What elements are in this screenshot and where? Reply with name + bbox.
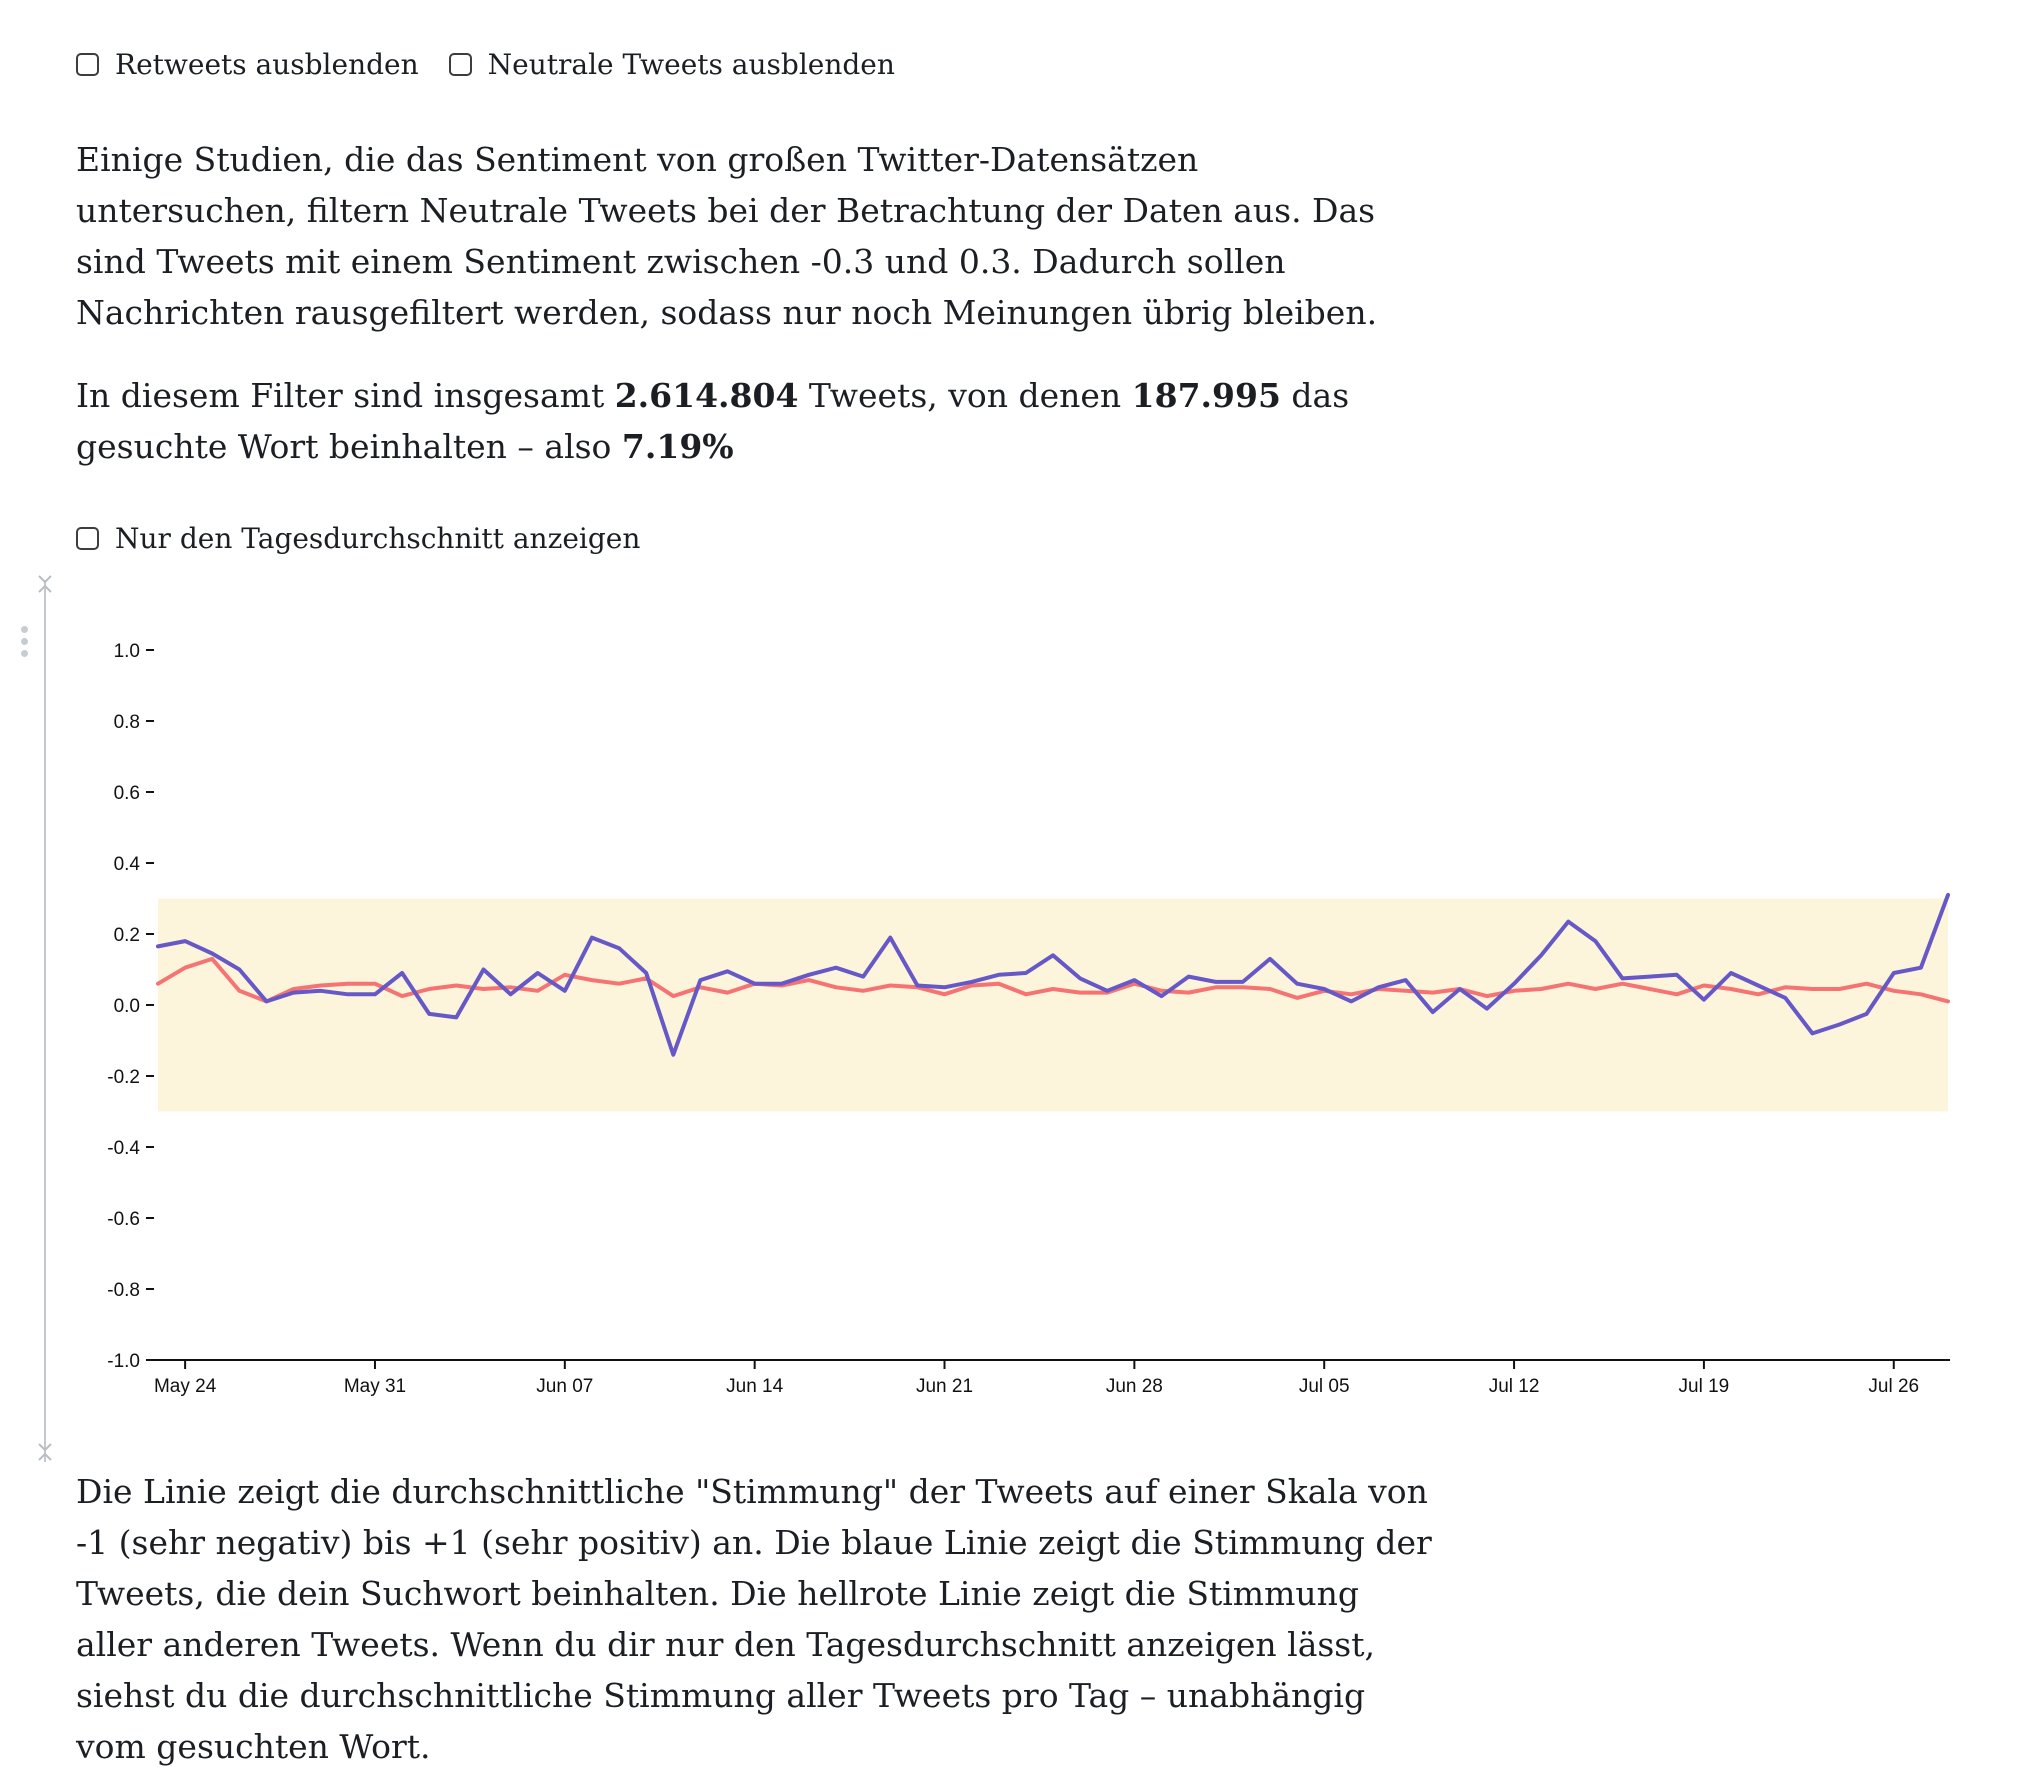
retweets-filter-label: Retweets ausblenden: [115, 48, 419, 81]
x-tick-label: Jun 28: [1106, 1376, 1163, 1397]
y-tick-label: -0.4: [107, 1138, 140, 1159]
y-tick-label: 1.0: [114, 641, 140, 662]
x-tick-label: Jul 19: [1679, 1376, 1730, 1397]
intro-paragraph: Einige Studien, die das Sentiment von gr…: [76, 140, 1378, 332]
x-tick-label: Jul 12: [1489, 1376, 1540, 1397]
y-tick-label: 0.4: [114, 854, 141, 875]
x-tick-label: Jun 07: [536, 1376, 593, 1397]
search-term-sentiment-line: [156, 892, 1950, 1057]
neutral-filter-label: Neutrale Tweets ausblenden: [487, 48, 895, 81]
x-tick-label: May 24: [154, 1376, 217, 1397]
y-tick-label: 0.6: [114, 783, 140, 804]
x-tick-label: Jul 26: [1868, 1376, 1919, 1397]
filter-checkboxes: Retweets ausblenden Neutrale Tweets ausb…: [76, 48, 925, 81]
stats-middle: Tweets, von denen: [798, 376, 1132, 415]
daily-average-checkbox[interactable]: [76, 527, 99, 550]
neutral-checkbox[interactable]: [448, 53, 472, 76]
daily-average-filter[interactable]: Nur den Tagesdurchschnitt anzeigen: [76, 522, 640, 555]
retweets-checkbox[interactable]: [76, 53, 99, 76]
stats-paragraph: In diesem Filter sind insgesamt 2.614.80…: [76, 370, 1406, 472]
daily-average-row: Nur den Tagesdurchschnitt anzeigen: [76, 522, 670, 555]
x-tick-label: Jul 05: [1299, 1376, 1350, 1397]
x-tick-label: Jun 14: [726, 1376, 783, 1397]
neutral-filter[interactable]: Neutrale Tweets ausblenden: [448, 48, 895, 81]
y-tick-label: -0.8: [107, 1280, 140, 1301]
sentiment-chart-svg: 1.0 0.8 0.6 0.4 0.2 0.0 -0.2 -0.4 -0.6 -0.8 -1.0 Ma…: [107, 641, 1950, 1397]
neutral-band: [158, 898, 1948, 1112]
resize-handle[interactable]: [30, 574, 60, 1474]
stats-prefix: In diesem Filter sind insgesamt: [76, 376, 615, 415]
x-tick-label: Jun 21: [916, 1376, 973, 1397]
x-tick-label: May 31: [344, 1376, 406, 1397]
daily-average-label: Nur den Tagesdurchschnitt anzeigen: [115, 522, 641, 555]
drag-dot: [21, 638, 28, 645]
stats-suffix: das gesuchte Wort beinhalten – also: [76, 376, 1350, 466]
y-tick-label: 0.2: [114, 925, 140, 946]
stats-percent: 7.19%: [621, 427, 734, 466]
retweets-filter[interactable]: Retweets ausblenden: [76, 48, 419, 81]
y-tick-label: 0.0: [114, 996, 140, 1017]
y-tick-label: -0.6: [107, 1209, 140, 1230]
drag-dot: [21, 650, 28, 657]
stats-total: 2.614.804: [614, 376, 799, 415]
y-tick-label: -0.2: [107, 1067, 140, 1088]
resize-handle-graphic: [38, 575, 52, 1462]
drag-dots-icon[interactable]: [21, 626, 28, 633]
other-tweets-sentiment-line: [156, 956, 1950, 1004]
sentiment-chart: 1.0 0.8 0.6 0.4 0.2 0.0 -0.2 -0.4 -0.6 -0.8 -1.0 Ma…: [0, 570, 2020, 1470]
y-tick-label: 0.8: [114, 712, 140, 733]
stats-matching: 187.995: [1131, 376, 1281, 415]
y-tick-label: -1.0: [107, 1351, 140, 1372]
explanation-paragraph: Die Linie zeigt die durchschnittliche "S…: [76, 1472, 1432, 1766]
